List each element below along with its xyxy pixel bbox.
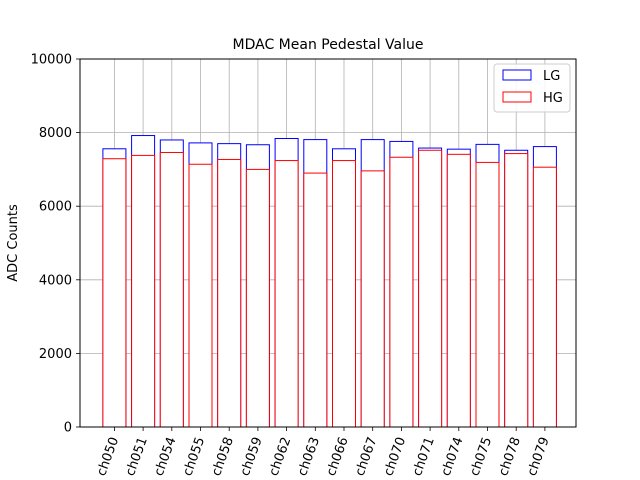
y-axis: 0 2000 4000 6000 8000 10000 bbox=[31, 53, 80, 436]
plot-frame bbox=[79, 58, 577, 428]
y-tick-label: 8000 bbox=[39, 126, 72, 141]
bar-hg-ch054 bbox=[159, 151, 184, 428]
bar-hg-ch062 bbox=[274, 160, 299, 428]
bar-hg-ch067 bbox=[360, 170, 385, 428]
bar-hg-ch059 bbox=[245, 168, 270, 428]
bar-hg-ch075 bbox=[475, 161, 500, 428]
bar-hg-ch063 bbox=[303, 172, 328, 428]
legend-label-lg: LG bbox=[543, 69, 560, 84]
bar-hg-ch055 bbox=[188, 163, 213, 428]
legend-swatch-hg bbox=[502, 91, 532, 103]
chart-title: MDAC Mean Pedestal Value bbox=[233, 37, 424, 53]
bars bbox=[102, 135, 557, 428]
bar-hg-ch079 bbox=[532, 166, 557, 428]
bar-hg-ch074 bbox=[446, 153, 471, 428]
bar-hg-ch078 bbox=[504, 153, 529, 428]
bar-hg-ch058 bbox=[217, 158, 242, 428]
legend-label-hg: HG bbox=[543, 91, 563, 106]
bar-hg-ch066 bbox=[332, 160, 356, 428]
legend-swatch-lg bbox=[502, 69, 532, 81]
bar-hg-ch070 bbox=[389, 156, 414, 428]
y-tick-label: 6000 bbox=[39, 200, 72, 215]
y-tick-label: 2000 bbox=[39, 347, 72, 362]
bar-hg-ch050 bbox=[102, 158, 127, 428]
y-axis-label: ADC Counts bbox=[6, 204, 21, 282]
bar-hg-ch071 bbox=[418, 149, 443, 428]
y-tick-label: 4000 bbox=[39, 273, 72, 288]
y-tick-label: 10000 bbox=[31, 53, 72, 68]
legend: LG HG bbox=[493, 63, 571, 113]
bar-hg-ch051 bbox=[131, 154, 156, 428]
y-tick-label: 0 bbox=[64, 421, 72, 436]
